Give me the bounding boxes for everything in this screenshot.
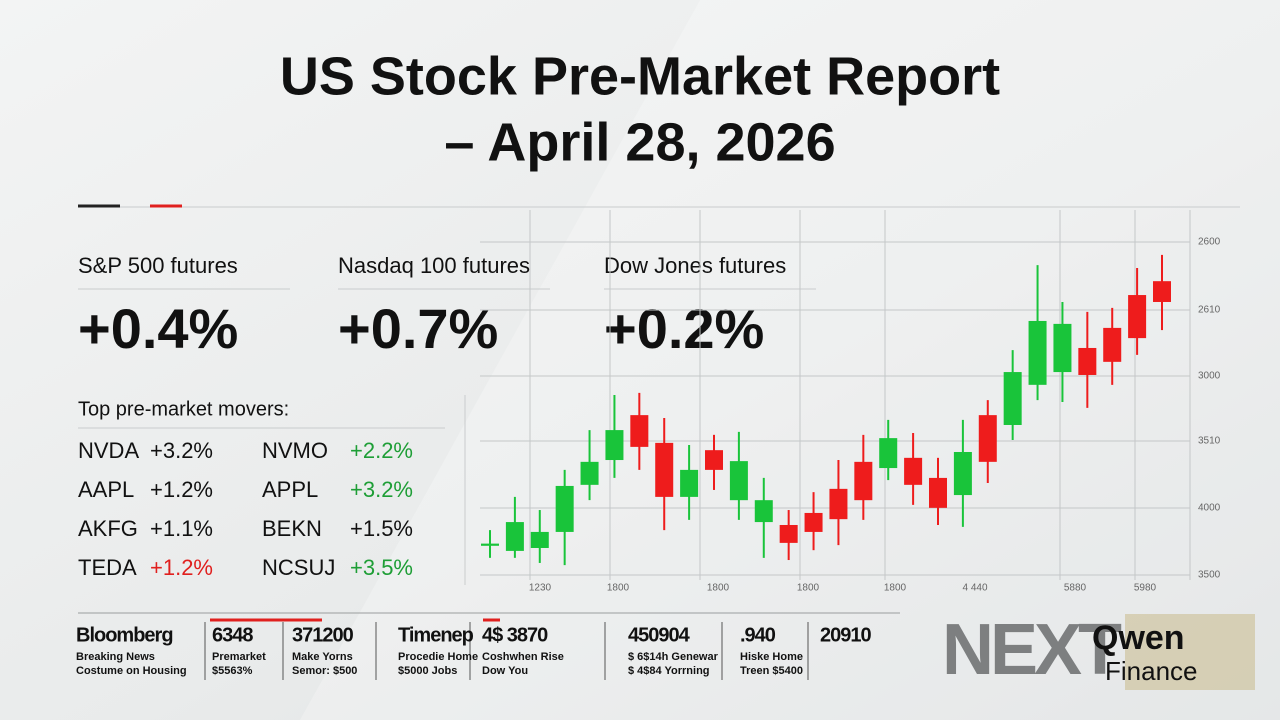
title: US Stock Pre-Market Report xyxy=(280,46,1000,106)
candle-body xyxy=(1053,323,1072,373)
candle-body xyxy=(530,531,549,548)
x-axis-label: 1800 xyxy=(607,583,630,594)
ticker-change: +1.1% xyxy=(150,516,213,541)
footer-sub: Dow You xyxy=(482,665,528,677)
candle-body xyxy=(1103,327,1122,362)
x-axis-label: 1800 xyxy=(797,583,820,594)
y-axis-label: 3000 xyxy=(1198,371,1221,382)
candle-body xyxy=(1078,347,1097,375)
ticker: NCSUJ xyxy=(262,555,335,580)
ticker: NVDA xyxy=(78,438,139,463)
candle-body xyxy=(481,543,499,546)
logo-brand: Qwen xyxy=(1092,619,1185,657)
candle-body xyxy=(580,461,599,485)
footer-sub: Make Yorns xyxy=(292,651,353,663)
x-axis-label: 4 440 xyxy=(962,583,987,594)
x-axis-label: 5980 xyxy=(1134,583,1157,594)
y-axis-label: 3500 xyxy=(1198,570,1221,581)
x-axis-label: 1800 xyxy=(884,583,907,594)
ticker: NVMO xyxy=(262,438,328,463)
candle-body xyxy=(904,457,923,485)
logo-block xyxy=(1125,614,1255,690)
footer-sub: Coshwhen Rise xyxy=(482,651,564,663)
future-name: Nasdaq 100 futures xyxy=(338,253,530,278)
footer-main: 371200 xyxy=(292,624,354,646)
movers-heading: Top pre-market movers: xyxy=(78,398,289,420)
footer-sub: Semor: $500 xyxy=(292,665,357,677)
logo-sub: Finance xyxy=(1105,656,1198,686)
ticker-change: +3.2% xyxy=(350,477,413,502)
footer-sub: Breaking News xyxy=(76,651,155,663)
candle-body xyxy=(879,438,898,469)
footer-sub: Hiske Home xyxy=(740,651,803,663)
ticker-change: +1.2% xyxy=(150,477,213,502)
candle-body xyxy=(1128,295,1147,339)
x-axis-label: 1230 xyxy=(529,583,552,594)
candle-body xyxy=(978,415,997,462)
footer-sub: Procedie Home xyxy=(398,651,478,663)
footer-sub: Premarket xyxy=(212,651,266,663)
candle-body xyxy=(630,415,649,447)
ticker-change: +3.5% xyxy=(350,555,413,580)
future-name: S&P 500 futures xyxy=(78,253,238,278)
candle-body xyxy=(505,522,524,551)
footer-main: Timenep xyxy=(398,624,474,646)
footer-main: Bloomberg xyxy=(76,624,173,646)
candle-body xyxy=(754,500,773,523)
y-axis-label: 2600 xyxy=(1198,237,1221,248)
candle-body xyxy=(854,461,873,501)
footer-sub: $5563% xyxy=(212,665,253,677)
candle-body xyxy=(1003,372,1022,425)
candle-body xyxy=(705,450,723,470)
future-change: +0.4% xyxy=(78,297,238,360)
y-axis-label: 2610 xyxy=(1198,305,1221,316)
x-axis-label: 1800 xyxy=(707,583,730,594)
ticker-change: +1.5% xyxy=(350,516,413,541)
candle-body xyxy=(729,461,748,501)
candle-body xyxy=(655,442,674,497)
footer-main: 6348 xyxy=(212,624,253,646)
ticker-change: +1.2% xyxy=(150,555,213,580)
footer-sub: $ 4$84 Yorrning xyxy=(628,665,710,677)
candle-body xyxy=(929,477,947,508)
ticker: AKFG xyxy=(78,516,138,541)
ticker: APPL xyxy=(262,477,318,502)
footer-main: 20910 xyxy=(820,624,871,646)
candle-body xyxy=(829,488,848,520)
ticker: BEKN xyxy=(262,516,322,541)
ticker: TEDA xyxy=(78,555,137,580)
y-axis-label: 3510 xyxy=(1198,436,1221,447)
candle-body xyxy=(953,451,972,496)
candle-body xyxy=(680,469,699,497)
x-axis-label: 5880 xyxy=(1064,583,1087,594)
candle-body xyxy=(1028,320,1047,385)
candle-body xyxy=(605,430,624,461)
ticker-change: +3.2% xyxy=(150,438,213,463)
future-name: Dow Jones futures xyxy=(604,253,786,278)
footer-sub: Costume on Housing xyxy=(76,665,187,677)
y-axis-label: 4000 xyxy=(1198,503,1221,514)
footer-main: 450904 xyxy=(628,624,691,646)
footer-main: 4$ 3870 xyxy=(482,624,548,646)
footer-sub: $ 6$14h Genewar xyxy=(628,651,719,663)
future-change: +0.2% xyxy=(604,297,764,360)
logo-mark: NEXT xyxy=(942,610,1122,690)
footer-sub: $5000 Jobs xyxy=(398,665,457,677)
ticker: AAPL xyxy=(78,477,134,502)
candle-body xyxy=(779,524,798,543)
candle-body xyxy=(1153,281,1171,302)
footer-main: .940 xyxy=(740,624,776,646)
candle-body xyxy=(555,485,574,532)
title: – April 28, 2026 xyxy=(444,112,835,172)
candle-body xyxy=(804,512,823,532)
ticker-change: +2.2% xyxy=(350,438,413,463)
future-change: +0.7% xyxy=(338,297,498,360)
footer-sub: Treen $5400 xyxy=(740,665,803,677)
